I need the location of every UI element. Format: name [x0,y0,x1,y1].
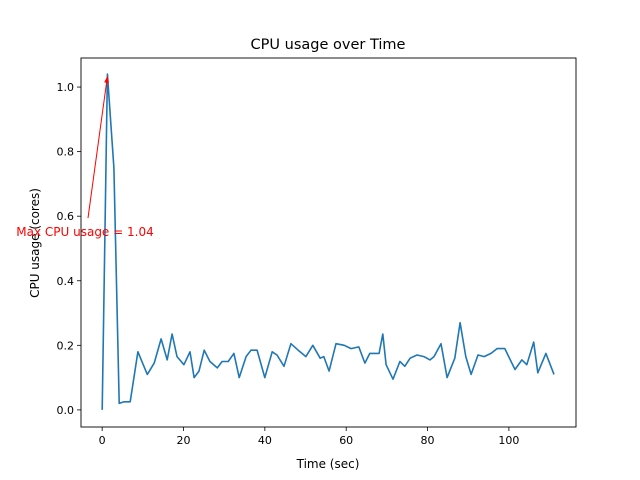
x-tick-label: 40 [258,434,272,447]
cpu-usage-line [101,73,555,410]
x-tick-label: 100 [498,434,519,447]
annotation-label: Max CPU usage = 1.04 [16,225,153,239]
max-annotation: Max CPU usage = 1.04 [16,76,154,239]
x-tick-label: 20 [176,434,190,447]
y-tick-label: 0.8 [57,146,75,159]
x-tick-label: 80 [421,434,435,447]
axes-frame [80,57,577,428]
chart-title: CPU usage over Time [251,37,406,53]
y-axis-label: CPU usage (cores) [28,188,42,298]
plot-area [101,73,555,410]
y-axis: 0.0 0.2 0.4 0.6 0.8 1.0 [57,81,81,417]
annotation-arrow [87,76,108,219]
y-tick-label: 0.4 [57,275,75,288]
arrow-head-icon [104,76,109,83]
y-tick-label: 1.0 [57,81,75,94]
y-tick-label: 0.0 [57,404,75,417]
x-axis: 0 20 40 60 80 100 [99,427,519,447]
x-axis-label: Time (sec) [296,457,360,471]
y-tick-label: 0.2 [57,339,75,352]
y-tick-label: 0.6 [57,210,75,223]
x-tick-label: 0 [99,434,106,447]
x-tick-label: 60 [339,434,353,447]
